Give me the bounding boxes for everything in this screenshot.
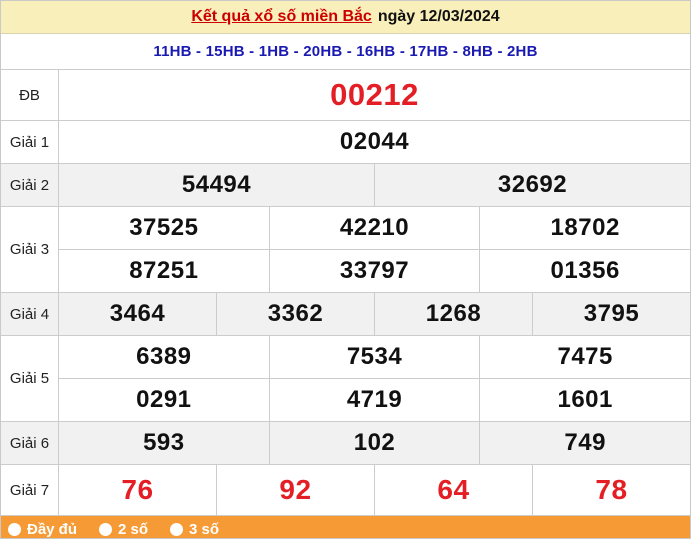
prize-values: 54494 32692 — [58, 164, 690, 206]
station-codes: 11HB - 15HB - 1HB - 20HB - 16HB - 17HB -… — [1, 34, 690, 69]
prize-label: Giải 5 — [9, 370, 50, 387]
prize-line: 0291 4719 1601 — [59, 378, 690, 421]
prize-number: 7534 — [268, 336, 480, 378]
prize-number: 42210 — [268, 207, 480, 249]
prize-number: 54494 — [181, 171, 252, 198]
prize-values: 6389 7534 7475 0291 4719 1601 — [58, 336, 690, 421]
prize-values: 593 102 749 — [58, 422, 690, 464]
prize-number: 92 — [216, 465, 374, 515]
prize-row: Giải 5 6389 7534 7475 0291 4719 1601 — [1, 335, 690, 421]
prize-row: ĐB 00212 — [1, 69, 690, 120]
prize-number: 18702 — [479, 207, 690, 249]
prize-line: 00212 — [59, 70, 690, 120]
prize-number: 6389 — [136, 343, 192, 370]
radio-icon[interactable] — [170, 523, 184, 536]
filter-option-3so[interactable]: 3 số — [170, 521, 219, 538]
prize-number: 593 — [143, 429, 185, 456]
prize-values: 00212 — [58, 70, 690, 120]
prize-line: 6389 7534 7475 — [59, 336, 690, 378]
prize-line: 54494 32692 — [59, 164, 690, 206]
prize-number: 1268 — [374, 293, 532, 335]
prize-line: 3464 3362 1268 3795 — [59, 293, 690, 335]
prize-number: 01356 — [479, 250, 690, 292]
prize-number: 3362 — [216, 293, 374, 335]
prize-number: 87251 — [129, 257, 199, 284]
filter-option-label: Đầy đủ — [27, 521, 78, 538]
prize-number: 02044 — [339, 128, 410, 155]
prize-label: Giải 6 — [9, 434, 50, 452]
prize-line: 37525 42210 18702 — [59, 207, 690, 249]
title-date: ngày 12/03/2024 — [377, 8, 500, 25]
prize-number: 7475 — [479, 336, 690, 378]
prize-number: 33797 — [268, 250, 480, 292]
prize-label: Giải 4 — [9, 305, 50, 323]
prize-label: Giải 7 — [9, 481, 50, 499]
prize-number: 102 — [268, 422, 480, 464]
prize-values: 37525 42210 18702 87251 33797 01356 — [58, 207, 690, 292]
prize-number: 32692 — [374, 164, 690, 206]
prize-number: 3795 — [532, 293, 690, 335]
results-title-link[interactable]: Kết quả xổ số miền Bắc — [191, 8, 372, 25]
filter-option-2so[interactable]: 2 số — [99, 521, 148, 538]
prize-values: 3464 3362 1268 3795 — [58, 293, 690, 335]
prize-values: 76 92 64 78 — [58, 465, 690, 515]
prize-line: 87251 33797 01356 — [59, 249, 690, 292]
prize-row: Giải 4 3464 3362 1268 3795 — [1, 292, 690, 335]
filter-option-label: 3 số — [189, 521, 220, 538]
prize-label: Giải 1 — [9, 133, 50, 151]
prize-label: Giải 2 — [9, 176, 50, 194]
display-filter-bar: Đầy đủ 2 số 3 số — [1, 515, 690, 538]
prize-number: 37525 — [129, 214, 199, 241]
prize-label: ĐB — [19, 86, 40, 104]
prize-row: Giải 6 593 102 749 — [1, 421, 690, 464]
prize-number: 0291 — [136, 386, 192, 413]
prize-number: 00212 — [330, 77, 419, 112]
filter-option-label: 2 số — [118, 521, 149, 538]
prize-number: 749 — [479, 422, 690, 464]
prize-row: Giải 3 37525 42210 18702 87251 33797 01356 — [1, 206, 690, 292]
filter-option-full[interactable]: Đầy đủ — [8, 521, 77, 538]
prize-number: 78 — [532, 465, 690, 515]
results-table: ĐB 00212 Giải 1 02044 Giải 2 54494 32692 Giải 3… — [1, 69, 690, 515]
prize-number: 1601 — [479, 379, 690, 421]
prize-number: 64 — [374, 465, 532, 515]
prize-line: 02044 — [59, 121, 690, 163]
prize-row: Giải 2 54494 32692 — [1, 163, 690, 206]
prize-line: 593 102 749 — [59, 422, 690, 464]
prize-number: 76 — [121, 474, 154, 505]
radio-icon[interactable] — [99, 523, 113, 536]
radio-icon[interactable] — [8, 523, 21, 536]
prize-line: 76 92 64 78 — [59, 465, 690, 515]
prize-label: Giải 3 — [9, 241, 50, 258]
prize-row: Giải 7 76 92 64 78 — [1, 464, 690, 515]
page-header: Kết quả xổ số miền Bắc ngày 12/03/2024 — [1, 1, 690, 34]
prize-number: 3464 — [109, 300, 166, 327]
prize-values: 02044 — [58, 121, 690, 163]
prize-number: 4719 — [268, 379, 480, 421]
prize-row: Giải 1 02044 — [1, 120, 690, 163]
